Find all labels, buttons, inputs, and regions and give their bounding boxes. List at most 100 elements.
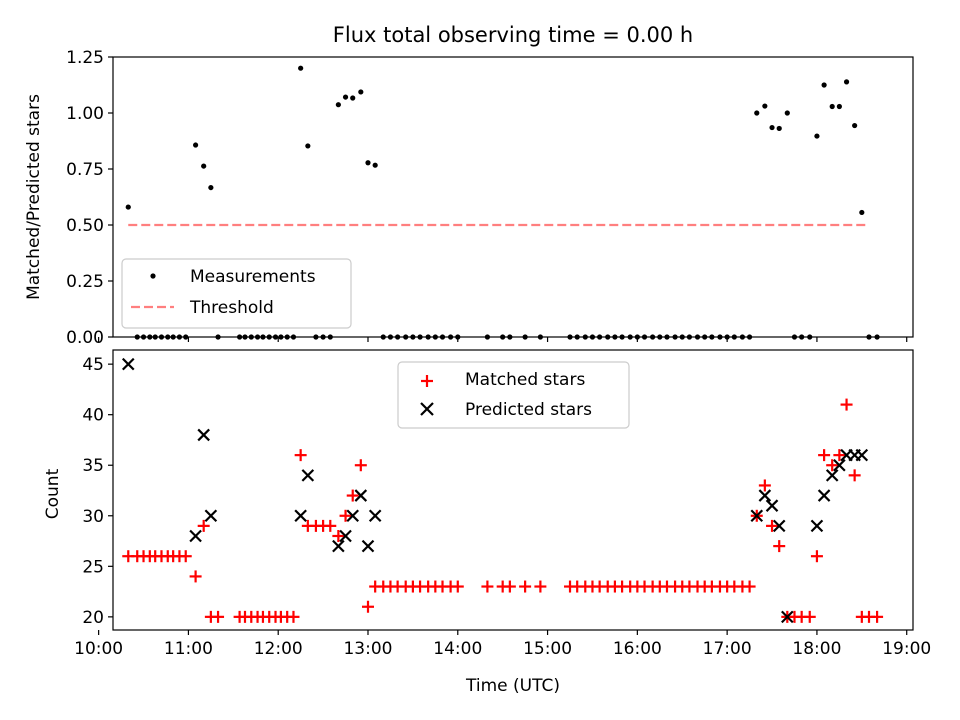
top-y-tick-label: 0.00 bbox=[66, 328, 104, 348]
predicted-stars-point bbox=[204, 509, 218, 523]
matched-stars-point bbox=[766, 519, 779, 532]
matched-stars-point bbox=[840, 398, 853, 411]
bottom-y-tick-label: 25 bbox=[82, 557, 104, 577]
measurements-point bbox=[852, 122, 858, 129]
top-legend-box bbox=[121, 258, 352, 329]
top-panel: Flux total observing time = 0.00 h Match… bbox=[24, 23, 914, 348]
predicted-stars-point bbox=[772, 519, 786, 533]
bottom-axes-frame bbox=[112, 349, 914, 631]
measurements-point bbox=[821, 82, 827, 88]
matched-stars-point bbox=[803, 610, 816, 623]
x-axis-label: Time (UTC) bbox=[465, 676, 560, 696]
predicted-stars-point bbox=[121, 357, 135, 371]
top-axes-frame bbox=[112, 56, 914, 338]
bottom-x-tick-label: 18:00 bbox=[792, 639, 841, 659]
legend-predicted-marker bbox=[420, 402, 434, 416]
measurements-point bbox=[335, 102, 341, 108]
measurements-point bbox=[125, 204, 131, 210]
bottom-x-tick-label: 10:00 bbox=[74, 639, 123, 659]
bottom-y-tick-label: 40 bbox=[82, 406, 104, 426]
bottom-y-tick-label: 20 bbox=[82, 608, 104, 628]
matched-stars-point bbox=[354, 459, 367, 472]
measurements-point bbox=[843, 79, 850, 85]
matched-stars-point bbox=[826, 459, 839, 472]
predicted-stars-point bbox=[197, 428, 210, 442]
matched-stars-point bbox=[810, 550, 823, 563]
matched-stars-point bbox=[503, 580, 516, 593]
top-y-axis-label: Matched/Predicted stars bbox=[24, 94, 44, 300]
predicted-stars-point bbox=[332, 539, 345, 553]
measurements-point bbox=[365, 160, 371, 166]
matched-stars-point bbox=[773, 540, 786, 553]
matched-stars-point bbox=[871, 610, 884, 623]
bottom-x-tick-label: 19:00 bbox=[882, 639, 931, 659]
measurements-point bbox=[776, 125, 782, 132]
predicted-stars-point bbox=[354, 489, 368, 502]
predicted-stars-point bbox=[368, 509, 382, 523]
measurements-point bbox=[358, 89, 364, 95]
measurements-point bbox=[201, 163, 207, 169]
predicted-stars-point bbox=[855, 448, 869, 462]
legend-threshold-label: Threshold bbox=[189, 298, 274, 318]
matched-stars-point bbox=[481, 580, 494, 593]
predicted-stars-point bbox=[189, 529, 202, 543]
measurements-point bbox=[208, 184, 214, 191]
measurements-point bbox=[836, 103, 842, 110]
bottom-panel: Count Time (UTC) 10:00 11:00 12:00 13:00 14:… bbox=[43, 349, 931, 696]
predicted-stars-point bbox=[346, 509, 360, 523]
matched-stars-point bbox=[332, 529, 345, 542]
matched-stars-point bbox=[361, 600, 374, 613]
matched-stars-point bbox=[179, 550, 192, 563]
legend-matched-marker bbox=[421, 375, 433, 387]
measurements-point bbox=[298, 65, 304, 71]
bottom-legend: Matched stars Predicted stars bbox=[397, 361, 630, 429]
bottom-y-tick-label: 35 bbox=[82, 456, 104, 476]
legend-matched-label: Matched stars bbox=[465, 370, 585, 390]
measurements-point bbox=[754, 110, 760, 116]
matched-stars-point bbox=[346, 489, 359, 502]
chart-title: Flux total observing time = 0.00 h bbox=[333, 23, 693, 47]
predicted-stars-point bbox=[294, 509, 307, 523]
bottom-x-tick-label: 14:00 bbox=[433, 639, 482, 659]
matched-stars-point bbox=[294, 449, 307, 462]
measurements-point bbox=[193, 142, 199, 148]
measurements-point bbox=[829, 103, 835, 110]
bottom-legend-box bbox=[397, 361, 630, 429]
matched-stars-point bbox=[743, 580, 756, 593]
bottom-x-tick-label: 17:00 bbox=[703, 639, 752, 659]
predicted-stars-point bbox=[339, 529, 352, 543]
matched-stars-point bbox=[197, 519, 210, 532]
top-y-tick-label: 1.00 bbox=[66, 104, 104, 124]
bottom-x-tick-label: 11:00 bbox=[164, 639, 213, 659]
matched-stars-point bbox=[758, 479, 771, 492]
bottom-y-axis-label: Count bbox=[43, 468, 63, 519]
matched-stars-point bbox=[451, 580, 464, 593]
matched-stars-point bbox=[818, 449, 831, 462]
matched-stars-point bbox=[519, 580, 532, 593]
matched-stars-point bbox=[339, 509, 352, 522]
matched-stars-point bbox=[324, 519, 337, 532]
bottom-x-tick-label: 13:00 bbox=[343, 639, 392, 659]
bottom-x-tick-label: 12:00 bbox=[254, 639, 303, 659]
predicted-stars-point bbox=[833, 458, 846, 472]
predicted-stars-point bbox=[810, 519, 824, 533]
legend-measurements-marker bbox=[150, 273, 156, 279]
matched-stars-point bbox=[833, 449, 846, 462]
matched-stars-point bbox=[848, 469, 861, 482]
measurements-point bbox=[305, 143, 311, 149]
matched-stars-point bbox=[534, 580, 547, 593]
top-y-tick-label: 0.50 bbox=[66, 216, 104, 236]
bottom-y-tick-label: 45 bbox=[82, 355, 104, 375]
measurements-point bbox=[372, 162, 378, 168]
legend-measurements-label: Measurements bbox=[190, 267, 316, 287]
measurements-point bbox=[784, 110, 790, 116]
measurements-point bbox=[350, 95, 356, 101]
bottom-plot-area: 10:00 11:00 12:00 13:00 14:00 15:00 16:00 17:00… bbox=[74, 355, 931, 659]
predicted-stars-point bbox=[825, 469, 839, 482]
top-y-tick-label: 1.25 bbox=[66, 48, 104, 68]
measurements-point bbox=[342, 94, 349, 100]
predicted-stars-point bbox=[817, 489, 831, 502]
measurements-point bbox=[859, 209, 865, 216]
predicted-stars-point bbox=[301, 469, 315, 482]
